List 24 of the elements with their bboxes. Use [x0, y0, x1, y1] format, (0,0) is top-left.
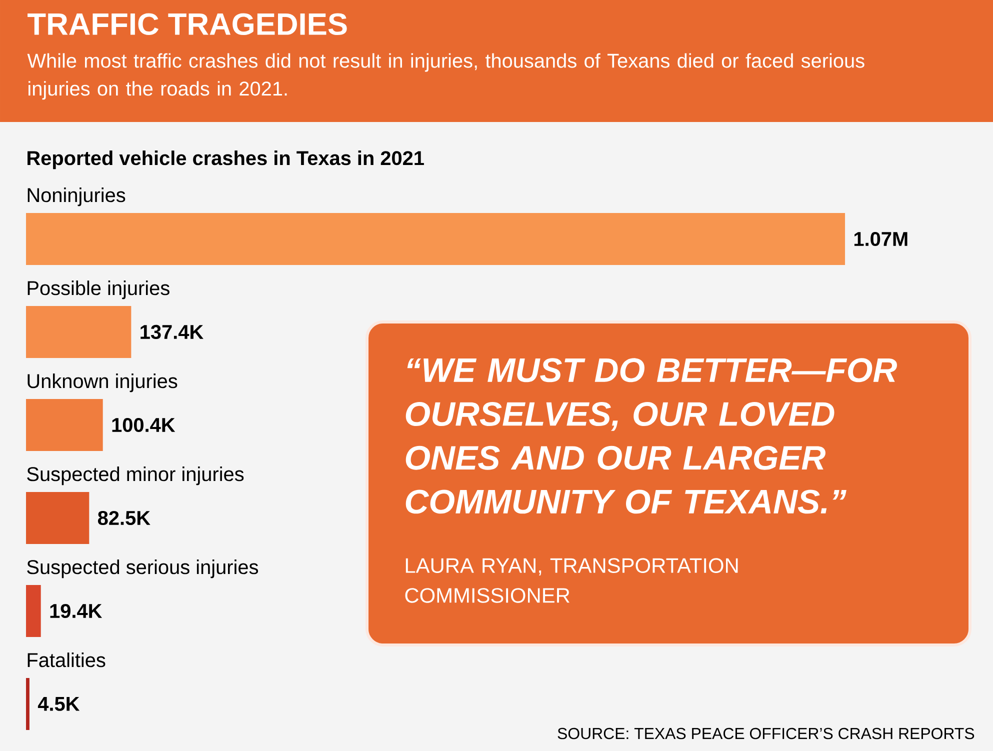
data-label: 100.4K	[112, 418, 176, 432]
bar	[26, 584, 41, 637]
data-label: 1.07M	[854, 232, 908, 246]
data-label: 4.5K	[38, 697, 80, 711]
chart-subtitle: While most traffic crashes did not result in injuries, thousands of Texans died or faced serious injuries on the roads in 2021.	[27, 53, 864, 100]
data-label: 19.4K	[50, 604, 102, 618]
y-tick-label: Suspected minor injuries	[27, 466, 244, 486]
y-tick-label: Possible injuries	[28, 280, 170, 300]
y-tick-label: Noninjuries	[28, 188, 126, 206]
annotation: LAURA RYAN, TRANSPORTATION COMMISSIONER	[405, 558, 738, 603]
y-tick-label: Unknown injuries	[28, 374, 178, 392]
y-tick-label: Fatalities	[28, 652, 106, 668]
bar	[26, 492, 90, 544]
annotation: Reported vehicle crashes in Texas in 2021	[28, 150, 424, 170]
bar	[26, 678, 30, 730]
bar	[26, 212, 846, 265]
bar	[26, 306, 132, 358]
source-note: SOURCE: TEXAS PEACE OFFICER’S CRASH REPORTS	[558, 728, 974, 740]
bar	[26, 398, 103, 451]
chart-title: TRAFFIC TRAGEDIES	[28, 13, 347, 36]
data-label: 82.5K	[98, 510, 150, 526]
annotation: “WE MUST DO BETTER—FOR OURSELVES, OUR LOVED ONES AND OUR LARGER COMMUNITY OF TEXANS.”	[406, 358, 897, 514]
y-tick-label: Suspected serious injuries	[27, 560, 258, 578]
data-label: 137.4K	[140, 324, 204, 340]
